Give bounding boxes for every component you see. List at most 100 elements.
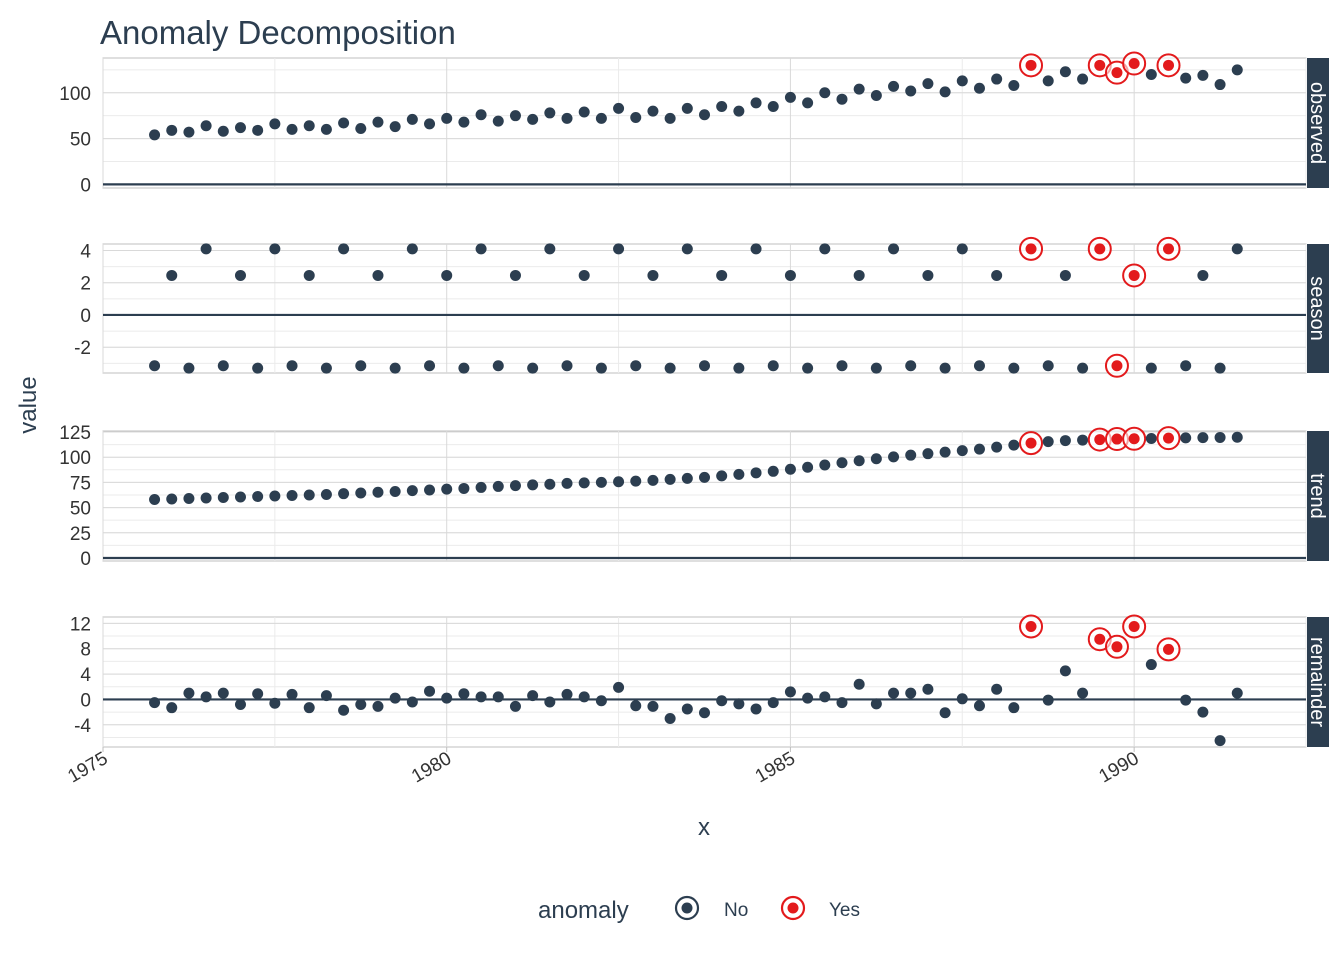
data-point [475,481,487,493]
data-point [406,485,418,497]
data-point [819,691,831,703]
data-point [303,489,315,501]
data-point [905,360,917,372]
data-point [1197,269,1209,281]
data-point [561,688,573,700]
data-point [991,269,1003,281]
y-tick-label: 0 [80,175,91,196]
data-point [733,698,745,710]
data-point [1077,362,1089,374]
data-point [578,477,590,489]
data-point [802,461,814,473]
data-point [836,360,848,372]
data-point [372,116,384,128]
data-point [527,362,539,374]
data-point [149,697,161,709]
data-point [630,360,642,372]
data-point [870,698,882,710]
anomaly-point [1111,641,1123,653]
data-point [269,697,281,709]
data-point [1008,702,1020,714]
data-point [389,121,401,133]
data-point [991,73,1003,85]
data-point [355,699,367,711]
data-point [527,690,539,702]
data-point [733,468,745,480]
data-point [595,695,607,707]
data-point [1059,435,1071,447]
y-tick-label: 50 [70,499,91,520]
data-point [1180,72,1192,84]
y-tick-label: 8 [80,640,91,661]
data-point [1059,66,1071,78]
y-tick-label: 4 [80,241,91,262]
data-point [595,362,607,374]
y-tick-label: 125 [59,423,91,444]
data-point [956,445,968,457]
data-point [183,687,195,699]
data-point [166,702,178,714]
data-point [200,691,212,703]
data-point [836,697,848,709]
data-point [716,695,728,707]
data-point [870,453,882,465]
data-point [888,243,900,255]
data-point [767,465,779,477]
data-point [320,690,332,702]
data-point [1145,659,1157,671]
data-point [819,87,831,99]
data-point [1145,362,1157,374]
data-point [338,117,350,129]
anomaly-point [1094,59,1106,71]
panel-background [102,430,1307,562]
data-point [922,448,934,460]
data-point [424,685,436,697]
data-point [286,360,298,372]
data-point [973,700,985,712]
data-point [441,269,453,281]
data-point [836,457,848,469]
data-point [664,473,676,485]
anomaly-point [1111,433,1123,445]
y-tick-label: 0 [80,306,91,327]
data-point [647,269,659,281]
data-point [441,112,453,124]
data-point [475,109,487,121]
data-point [888,451,900,463]
data-point [166,269,178,281]
anomaly-point [1025,621,1037,633]
anomaly-point [1025,437,1037,449]
data-point [269,118,281,130]
data-point [1180,694,1192,706]
data-point [733,105,745,117]
y-tick-label: -2 [74,338,91,359]
data-point [492,115,504,127]
legend-title: anomaly [538,897,629,924]
legend-key-no [674,895,700,921]
facet-strip [1307,431,1329,561]
data-point [286,489,298,501]
data-point [1231,243,1243,255]
legend-no-ring-icon [674,895,700,921]
data-point [767,360,779,372]
data-point [406,113,418,125]
data-point [802,692,814,704]
data-point [1231,687,1243,699]
data-point [424,484,436,496]
anomaly-point [1163,243,1175,255]
data-point [888,687,900,699]
data-point [784,686,796,698]
data-point [870,362,882,374]
facet-strip [1307,617,1329,747]
anomaly-point [1163,432,1175,444]
panel-trend: 0 25 50 75 100 125 trend [59,423,1329,570]
data-point [802,362,814,374]
data-point [750,703,762,715]
data-point [767,697,779,709]
legend: anomaly No Yes [538,895,860,924]
x-tick-label: 1980 [408,748,455,787]
data-point [664,112,676,124]
data-point [853,455,865,467]
data-point [1145,68,1157,80]
data-point [973,360,985,372]
